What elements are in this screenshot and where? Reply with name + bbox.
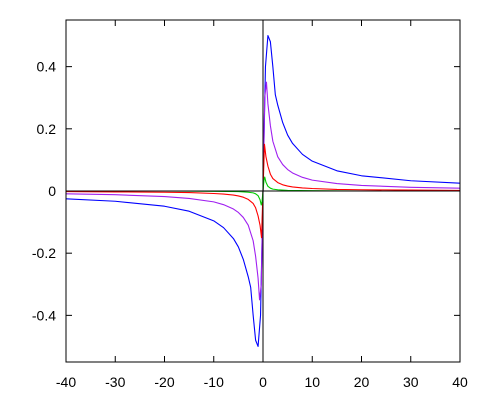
tick-layer: -40 -30 -20 -10 0 10 20 30 40 0.4 0.2 0 -0.2 -0.4 [32, 20, 468, 390]
y-tick-label: 0.2 [37, 121, 57, 137]
y-tick-label: 0.4 [37, 59, 57, 75]
x-tick-label: 20 [354, 374, 370, 390]
x-tick-label: 10 [304, 374, 320, 390]
x-tick-label: 30 [403, 374, 419, 390]
x-tick-label: 40 [452, 374, 468, 390]
y-tick-label: 0 [48, 183, 56, 199]
x-tick-label: -20 [154, 374, 174, 390]
x-tick-label: -30 [105, 374, 125, 390]
x-tick-label: 0 [259, 374, 267, 390]
x-tick-label: -10 [204, 374, 224, 390]
x-tick-label: -40 [56, 374, 76, 390]
y-tick-label: -0.4 [32, 307, 56, 323]
y-tick-label: -0.2 [32, 245, 56, 261]
